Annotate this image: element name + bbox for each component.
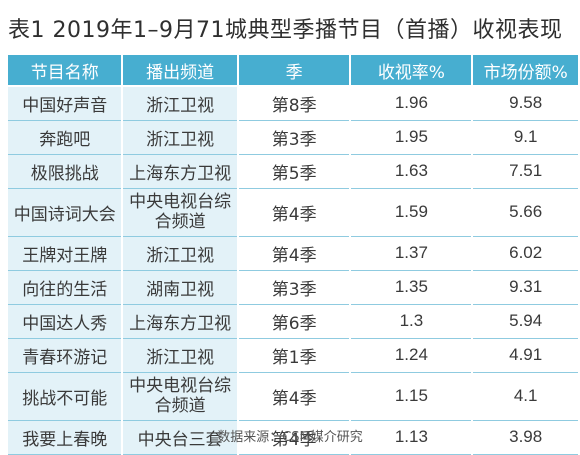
share-cell: 4.91: [471, 338, 580, 373]
table-row: 中国达人秀 上海东方卫视 第6季 1.3 5.94: [5, 304, 580, 339]
program-name-cell: 我要上春晚: [5, 420, 124, 455]
season-cell: 第4季: [236, 372, 352, 421]
table-row: 奔跑吧 浙江卫视 第3季 1.95 9.1: [5, 120, 580, 155]
table-row: 中国好声音 浙江卫视 第8季 1.96 9.58: [5, 85, 580, 121]
rating-cell: 1.3: [349, 304, 474, 339]
share-cell: 7.51: [471, 154, 580, 189]
rating-cell: 1.24: [349, 338, 474, 373]
table-row: 中国诗词大会 中央电视台综合频道 第4季 1.59 5.66: [5, 188, 580, 237]
channel-cell: 中央台三套: [121, 420, 239, 455]
channel-cell: 上海东方卫视: [121, 304, 239, 339]
table-row: 青春环游记 浙江卫视 第1季 1.24 4.91: [5, 338, 580, 373]
channel-cell: 浙江卫视: [121, 236, 239, 271]
data-source-note: 数据来源：CSM媒介研究: [217, 430, 363, 445]
season-cell: 第4季: [236, 420, 352, 455]
rating-cell: 1.63: [349, 154, 474, 189]
share-cell: 3.98: [471, 420, 580, 455]
season-cell: 第4季: [236, 188, 352, 237]
table-row: 我要上春晚 中央台三套 第4季 1.13 3.98: [5, 420, 580, 455]
channel-cell: 浙江卫视: [121, 85, 239, 121]
season-cell: 第4季: [236, 236, 352, 271]
program-name-cell: 青春环游记: [5, 338, 124, 373]
rating-cell: 1.35: [349, 270, 474, 305]
rating-cell: 1.15: [349, 372, 474, 421]
table-header-row: 节目名称 播出频道 季 收视率% 市场份额%: [5, 53, 580, 87]
header-market-share: 市场份额%: [471, 53, 580, 87]
channel-cell: 上海东方卫视: [121, 154, 239, 189]
table-row: 挑战不可能 中央电视台综合频道 第4季 1.15 4.1: [5, 372, 580, 421]
rating-cell: 1.13: [349, 420, 474, 455]
header-rating: 收视率%: [349, 53, 474, 87]
program-name-cell: 中国诗词大会: [5, 188, 124, 237]
table-row: 极限挑战 上海东方卫视 第5季 1.63 7.51: [5, 154, 580, 189]
season-cell: 第3季: [236, 120, 352, 155]
season-cell: 第8季: [236, 85, 352, 121]
channel-cell: 中央电视台综合频道: [121, 372, 239, 421]
program-name-cell: 挑战不可能: [5, 372, 124, 421]
share-cell: 9.1: [471, 120, 580, 155]
share-cell: 9.58: [471, 85, 580, 121]
season-cell: 第6季: [236, 304, 352, 339]
program-name-cell: 中国好声音: [5, 85, 124, 121]
share-cell: 6.02: [471, 236, 580, 271]
share-cell: 5.66: [471, 188, 580, 237]
season-cell: 第5季: [236, 154, 352, 189]
program-name-cell: 极限挑战: [5, 154, 124, 189]
channel-cell: 中央电视台综合频道: [121, 188, 239, 237]
rating-cell: 1.95: [349, 120, 474, 155]
rating-cell: 1.59: [349, 188, 474, 237]
season-cell: 第1季: [236, 338, 352, 373]
program-name-cell: 中国达人秀: [5, 304, 124, 339]
season-cell: 第3季: [236, 270, 352, 305]
table-row: 王牌对王牌 浙江卫视 第4季 1.37 6.02: [5, 236, 580, 271]
header-channel: 播出频道: [121, 53, 239, 87]
rating-cell: 1.96: [349, 85, 474, 121]
share-cell: 9.31: [471, 270, 580, 305]
header-season: 季: [236, 53, 352, 87]
header-program-name: 节目名称: [5, 53, 124, 87]
table-title: 表1 2019年1–9月71城典型季播节目（首播）收视表现: [8, 18, 563, 43]
channel-cell: 浙江卫视: [121, 120, 239, 155]
channel-cell: 浙江卫视: [121, 338, 239, 373]
channel-cell: 湖南卫视: [121, 270, 239, 305]
share-cell: 4.1: [471, 372, 580, 421]
program-name-cell: 王牌对王牌: [5, 236, 124, 271]
program-name-cell: 奔跑吧: [5, 120, 124, 155]
program-name-cell: 向往的生活: [5, 270, 124, 305]
table-row: 向往的生活 湖南卫视 第3季 1.35 9.31: [5, 270, 580, 305]
share-cell: 5.94: [471, 304, 580, 339]
rating-cell: 1.37: [349, 236, 474, 271]
ratings-table: 节目名称 播出频道 季 收视率% 市场份额% 中国好声音 浙江卫视 第8季 1.…: [5, 53, 580, 455]
